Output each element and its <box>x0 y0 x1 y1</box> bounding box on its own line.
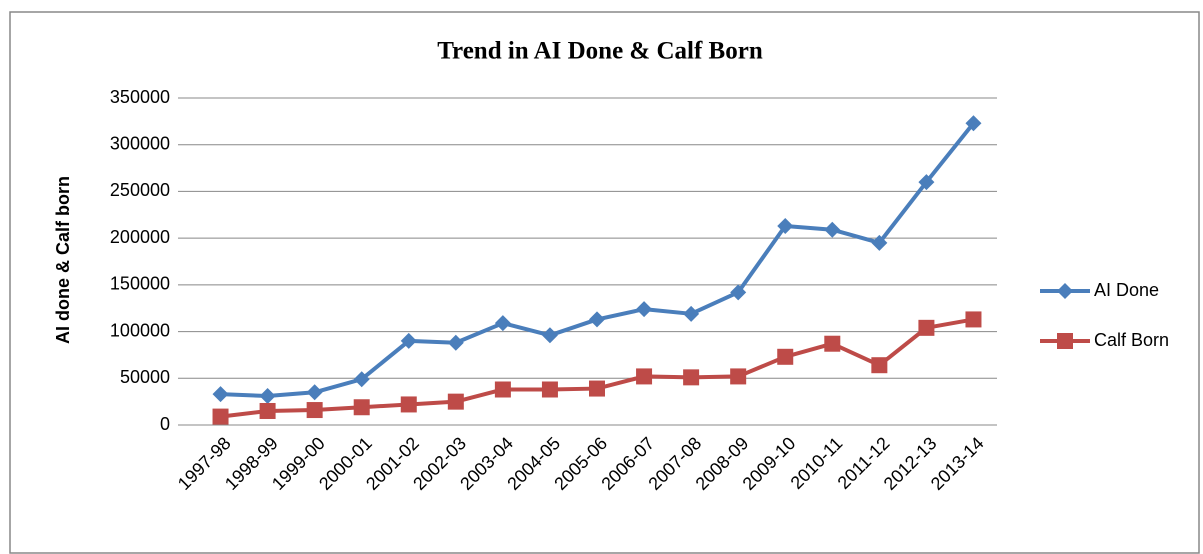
data-point <box>259 388 276 405</box>
y-tick-label: 150000 <box>110 274 170 294</box>
data-point <box>589 311 605 328</box>
data-point <box>824 335 841 352</box>
data-point <box>777 348 794 365</box>
y-tick-label: 100000 <box>110 320 170 340</box>
y-tick-label: 350000 <box>110 87 170 107</box>
data-point <box>683 369 700 386</box>
chart-border <box>9 11 1200 554</box>
data-point <box>824 221 841 238</box>
data-point <box>730 368 747 385</box>
data-point <box>683 305 700 322</box>
y-tick-label: 250000 <box>110 180 170 200</box>
y-tick-label: 200000 <box>110 227 170 247</box>
legend-marker <box>1057 283 1073 299</box>
data-point <box>212 408 229 425</box>
data-point <box>447 393 464 410</box>
data-point <box>400 396 417 413</box>
data-point <box>353 399 370 416</box>
data-point <box>636 301 653 318</box>
legend-label: Calf Born <box>1094 330 1169 350</box>
legend-label: AI Done <box>1094 280 1159 300</box>
legend-marker <box>1057 333 1073 349</box>
y-tick-label: 0 <box>160 414 170 434</box>
data-point <box>965 115 982 132</box>
y-tick-label: 300000 <box>110 133 170 153</box>
data-point <box>541 327 558 344</box>
data-point <box>871 234 888 251</box>
data-point <box>965 311 982 328</box>
data-point <box>306 384 323 401</box>
data-point <box>541 381 558 398</box>
data-point <box>494 315 511 332</box>
y-tick-label: 50000 <box>120 367 170 387</box>
data-point <box>447 334 464 351</box>
data-point <box>636 368 653 385</box>
data-point <box>730 284 747 301</box>
chart-title: Trend in AI Done & Calf Born <box>437 38 763 65</box>
data-point <box>918 174 935 191</box>
y-axis-title: AI done & Calf born <box>53 176 73 344</box>
data-point <box>212 386 229 403</box>
data-point <box>353 371 370 388</box>
data-point <box>400 332 417 349</box>
data-point <box>871 357 888 374</box>
data-point <box>918 319 935 336</box>
data-point <box>306 402 323 419</box>
data-point <box>259 402 276 419</box>
data-point <box>494 381 511 398</box>
data-point <box>777 217 794 234</box>
data-point <box>589 380 605 397</box>
